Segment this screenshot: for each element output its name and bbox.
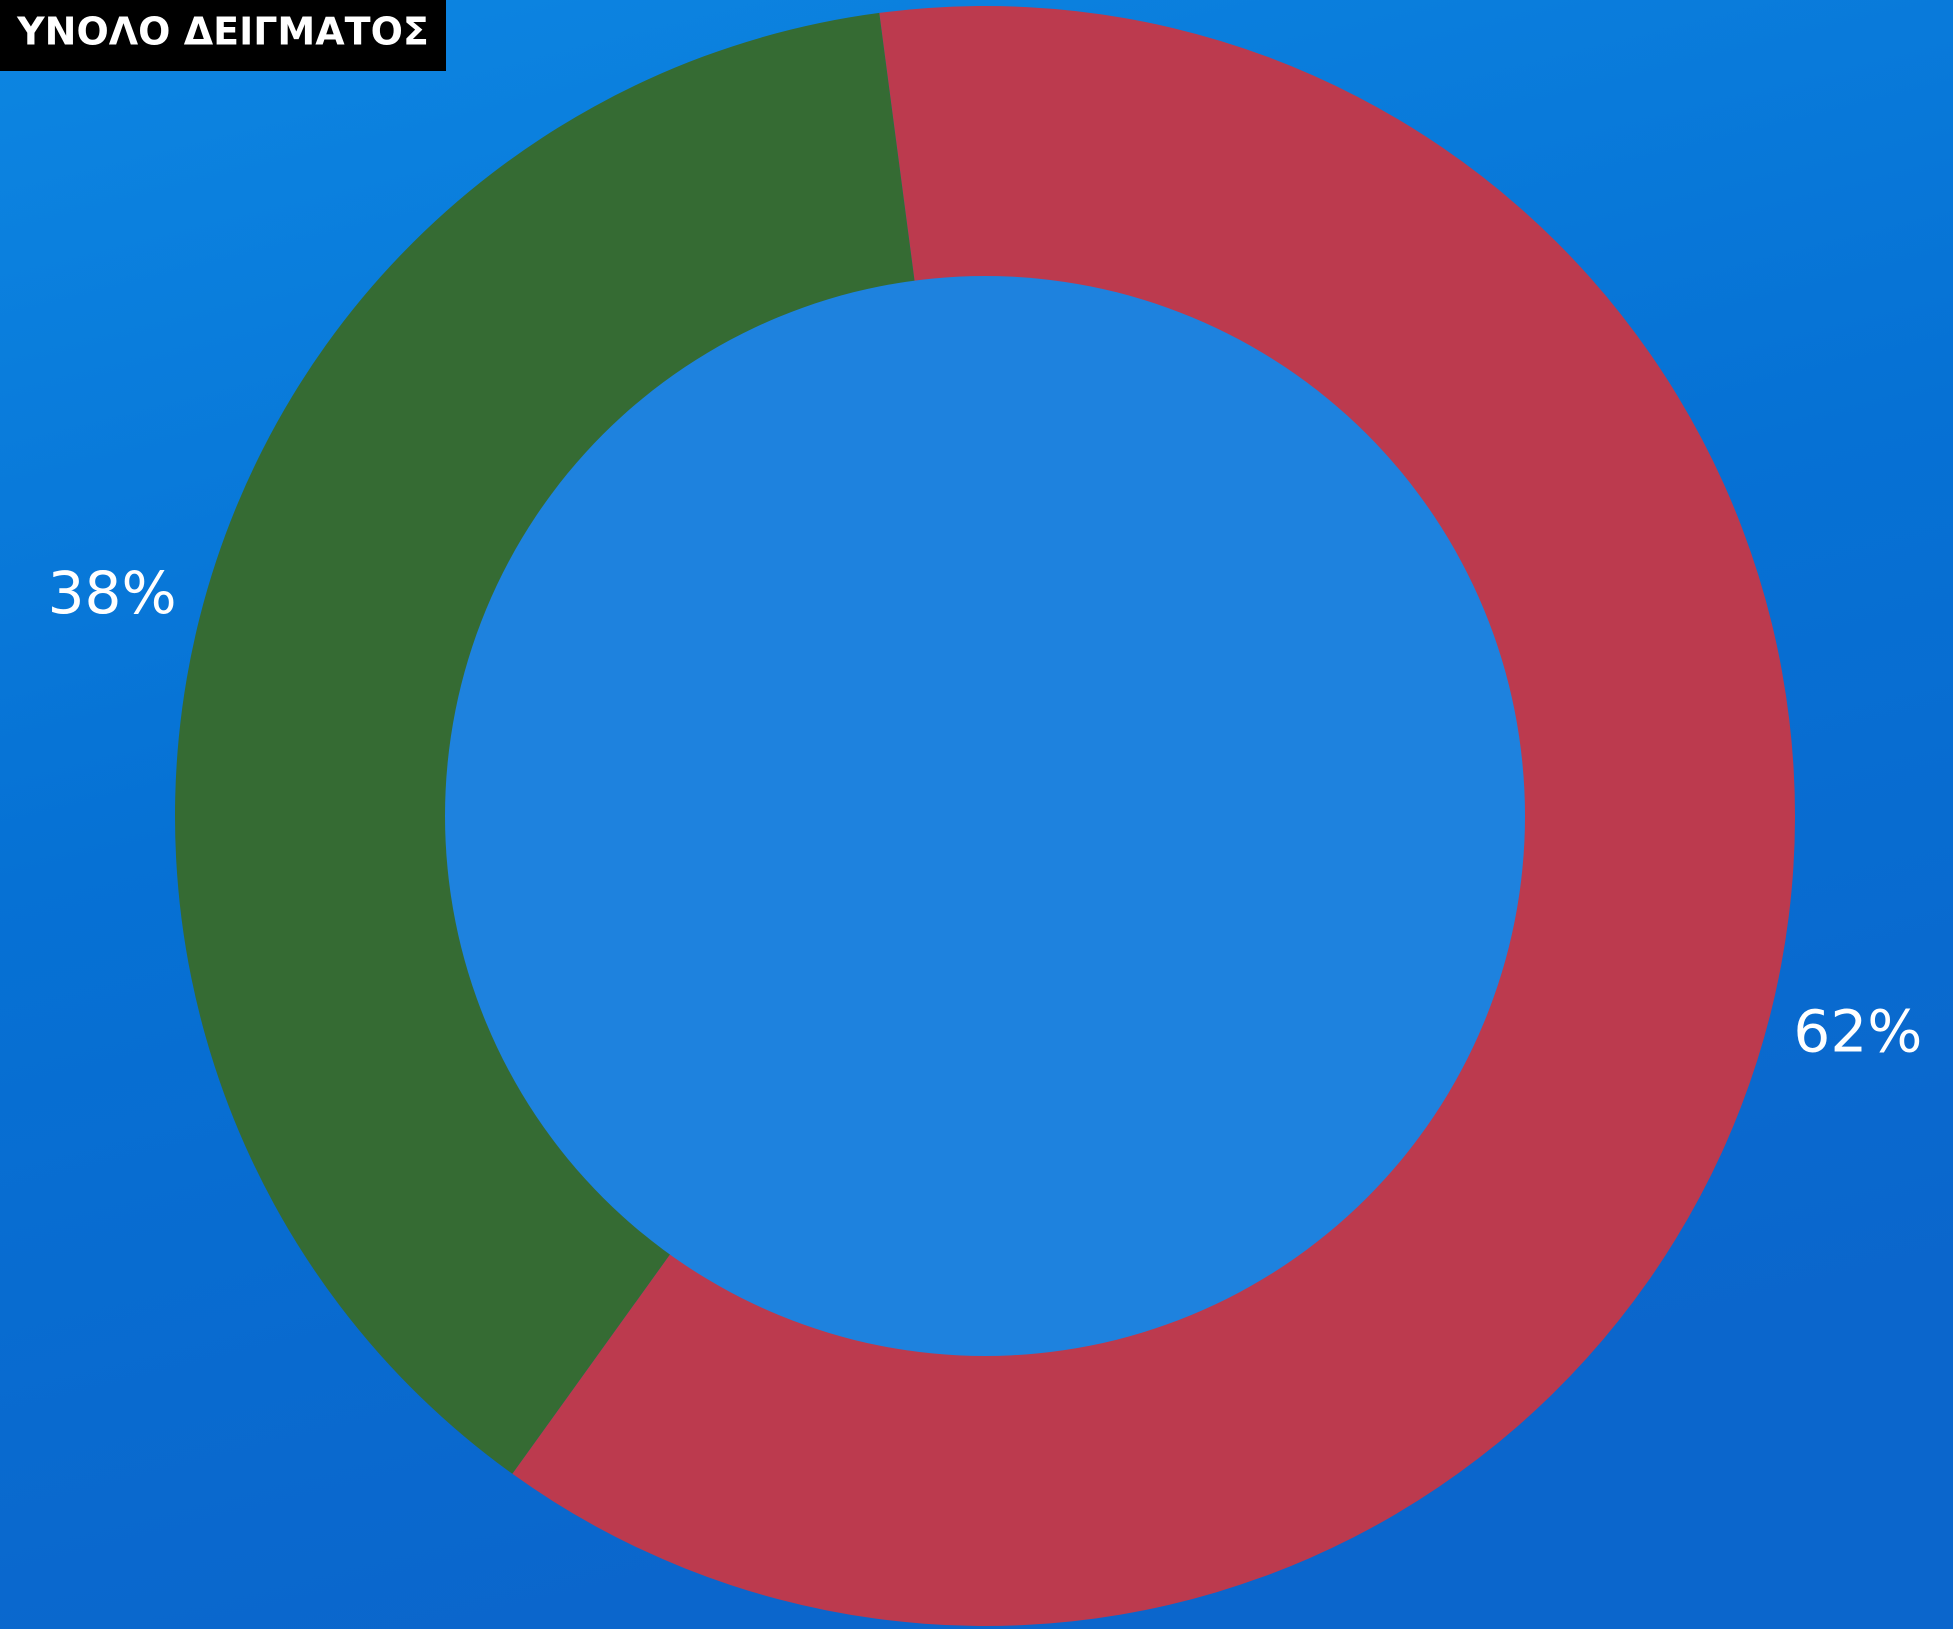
donut-hole <box>445 276 1525 1356</box>
chart-title: ΥΝΟΛΟ ΔΕΙΓΜΑΤΟΣ <box>16 10 429 54</box>
title-box <box>0 0 446 71</box>
data-label: 38% <box>48 559 177 627</box>
data-label: 62% <box>1793 997 1922 1065</box>
